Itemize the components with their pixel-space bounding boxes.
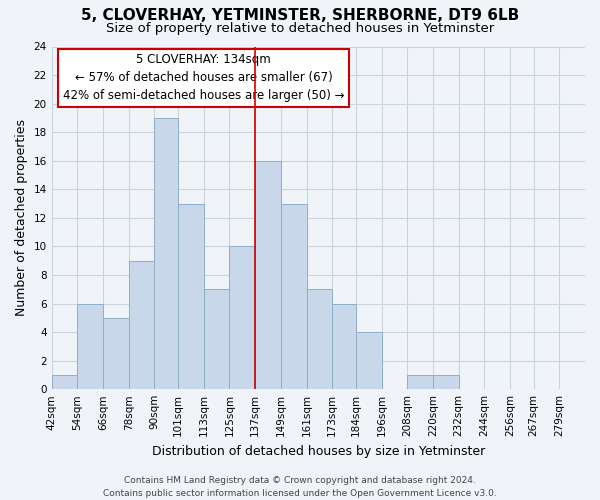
Text: 5, CLOVERHAY, YETMINSTER, SHERBORNE, DT9 6LB: 5, CLOVERHAY, YETMINSTER, SHERBORNE, DT9… (81, 8, 519, 22)
Bar (77, 304, 103, 389)
Bar (433, 375, 458, 389)
Y-axis label: Number of detached properties: Number of detached properties (15, 120, 28, 316)
Bar (332, 304, 356, 389)
Bar (154, 118, 178, 389)
Bar (356, 332, 382, 389)
Bar (281, 204, 307, 389)
Bar (255, 160, 281, 389)
Bar (229, 246, 255, 389)
Bar (307, 289, 332, 389)
Text: 5 CLOVERHAY: 134sqm
← 57% of detached houses are smaller (67)
42% of semi-detach: 5 CLOVERHAY: 134sqm ← 57% of detached ho… (63, 54, 344, 102)
Bar (129, 260, 154, 389)
Text: Size of property relative to detached houses in Yetminster: Size of property relative to detached ho… (106, 22, 494, 35)
Bar (103, 318, 129, 389)
Bar (204, 289, 229, 389)
X-axis label: Distribution of detached houses by size in Yetminster: Distribution of detached houses by size … (152, 444, 485, 458)
Bar (407, 375, 433, 389)
Text: Contains HM Land Registry data © Crown copyright and database right 2024.
Contai: Contains HM Land Registry data © Crown c… (103, 476, 497, 498)
Bar (52, 375, 77, 389)
Bar (178, 204, 204, 389)
